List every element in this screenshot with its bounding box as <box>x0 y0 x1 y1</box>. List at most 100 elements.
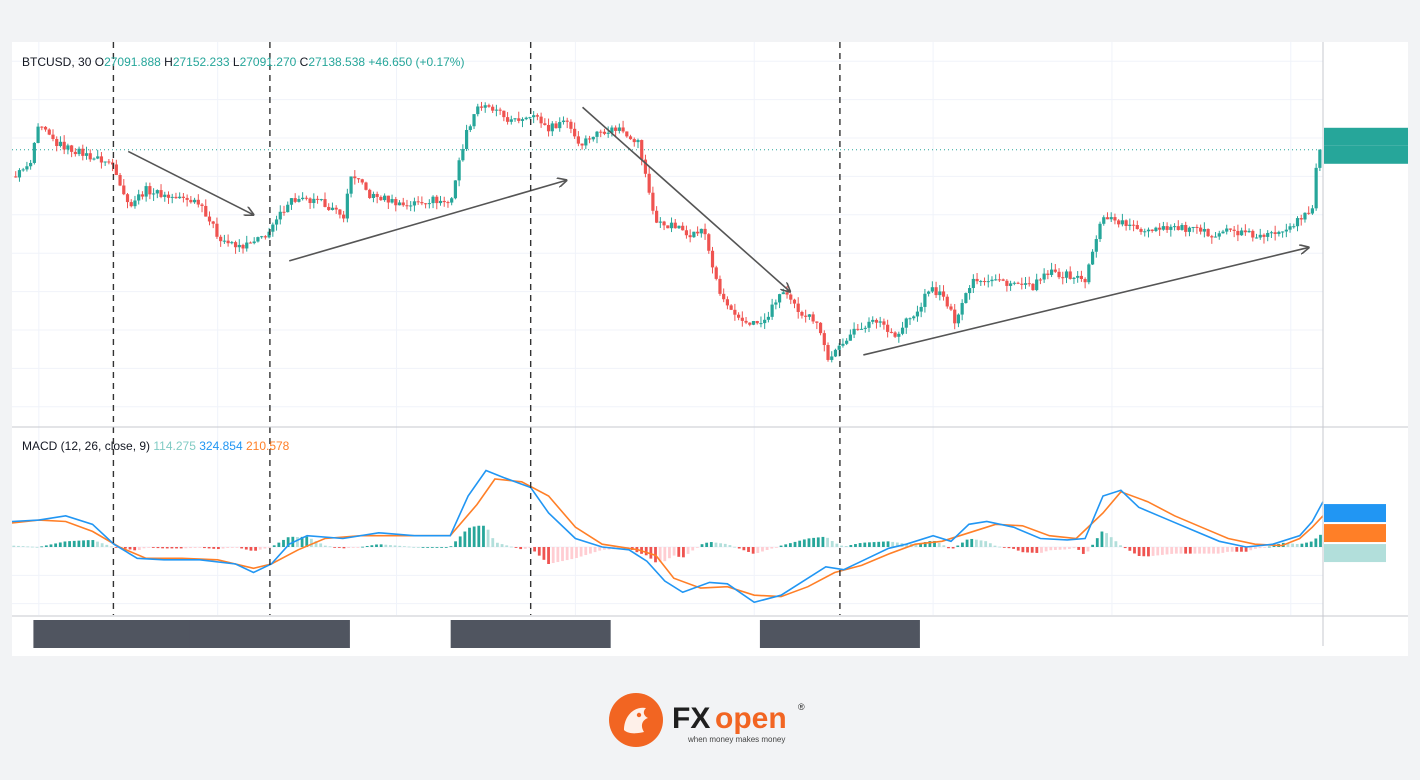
macd-histogram-bar <box>547 547 550 564</box>
macd-histogram-bar <box>30 546 34 548</box>
candle-body <box>707 234 711 251</box>
macd-histogram-bar <box>974 539 978 547</box>
ohlc-legend-part: BTCUSD <box>22 55 72 69</box>
candle-body <box>409 205 413 207</box>
candle-body <box>1180 225 1184 230</box>
candle-body <box>1046 273 1050 275</box>
candle-body <box>684 230 689 236</box>
macd-histogram-bar <box>421 547 425 548</box>
candle-body <box>1217 233 1221 237</box>
macd-histogram-bar <box>1123 547 1127 549</box>
macd-legend-part: 114.275 <box>153 439 196 453</box>
macd-histogram-bar <box>593 547 597 553</box>
candle-body <box>811 314 815 322</box>
macd-histogram-bar <box>342 547 346 549</box>
candle-body <box>1124 220 1128 226</box>
candle-body <box>1113 217 1117 221</box>
macd-histogram-bar <box>937 542 941 547</box>
macd-histogram-bar <box>123 547 127 549</box>
fxopen-logo[interactable]: FX open ® when money makes money <box>608 690 818 750</box>
candle-body <box>1228 228 1233 230</box>
macd-histogram-bar <box>1119 545 1122 547</box>
candle-body <box>807 314 811 317</box>
macd-histogram-bar <box>337 547 341 548</box>
candle-body <box>528 117 532 119</box>
candle-body <box>610 127 614 133</box>
candle-body <box>655 210 659 223</box>
macd-histogram-bar <box>216 547 220 550</box>
trading-chart[interactable]: BTCUSD, 30 O27091.888 H27152.233 L27091.… <box>11 42 1408 656</box>
macd-legend: MACD (12, 26, close, 9) 114.275 324.854 … <box>22 439 290 453</box>
candlesticks <box>14 101 1322 363</box>
candle-body <box>535 115 539 117</box>
candle-body <box>1251 230 1255 238</box>
candle-body <box>125 194 130 203</box>
macd-histogram-bar <box>203 547 206 549</box>
candle-body <box>140 194 145 197</box>
candle-body <box>1292 226 1296 228</box>
trend-arrow <box>127 150 253 214</box>
candle-body <box>1318 149 1322 168</box>
macd-histogram-bar <box>175 547 178 549</box>
candle-body <box>841 343 845 346</box>
candle-body <box>856 328 860 330</box>
macd-histogram-bar <box>1054 547 1057 550</box>
macd-histogram-bar <box>575 547 578 558</box>
macd-histogram-bar <box>1160 547 1164 555</box>
candle-body <box>949 306 953 310</box>
candle-body <box>822 333 826 346</box>
macd-histogram-bar <box>523 547 527 549</box>
macd-histogram-bar <box>398 545 402 547</box>
candle-body <box>569 121 573 129</box>
macd-histogram-bar <box>486 529 490 547</box>
macd-histogram-bar <box>463 531 467 547</box>
trend-arrow <box>289 180 566 262</box>
macd-histogram-bar <box>361 546 364 548</box>
macd-histogram-bar <box>770 547 774 549</box>
macd-histogram-bar <box>881 541 885 547</box>
candle-body <box>736 314 741 318</box>
macd-histogram-bar <box>719 543 723 547</box>
candle-body <box>99 156 104 163</box>
candle-body <box>32 142 36 163</box>
macd-histogram-bar <box>1114 541 1118 547</box>
candle-body <box>681 225 685 231</box>
macd-histogram-bar <box>193 547 197 548</box>
macd-histogram-bar <box>775 547 778 548</box>
macd-histogram-bar <box>40 546 44 548</box>
macd-histogram-bar <box>849 545 853 547</box>
candle-body <box>1303 212 1307 220</box>
macd-histogram-bar <box>1212 547 1215 554</box>
macd-histogram-bar <box>1319 534 1322 547</box>
candle-body <box>1143 231 1147 233</box>
candle-body <box>412 201 417 206</box>
macd-histogram-bar <box>268 547 271 548</box>
macd-histogram-bar <box>105 544 109 547</box>
candle-body <box>1299 218 1303 220</box>
macd-histogram-bar <box>747 547 750 552</box>
candle-body <box>62 141 66 150</box>
macd-histogram-bar <box>533 547 537 552</box>
candle-body <box>953 309 957 324</box>
candle-body <box>1288 226 1292 230</box>
candle-body <box>1061 277 1065 279</box>
candle-body <box>941 291 946 297</box>
candle-body <box>487 105 491 107</box>
candle-body <box>129 202 133 207</box>
candle-body <box>889 331 893 333</box>
macd-histogram-bar <box>691 547 695 551</box>
candle-body <box>1027 283 1031 285</box>
logo-open-text: open <box>715 702 787 735</box>
macd-histogram-bar <box>872 542 876 547</box>
macd-histogram-bar <box>505 545 509 547</box>
macd-histogram-bar <box>816 537 820 547</box>
macd-histogram-bar <box>249 547 253 551</box>
candle-body <box>1184 225 1188 232</box>
macd-histogram-bar <box>933 540 936 547</box>
price-badge <box>1324 145 1408 164</box>
macd-histogram-bar <box>426 547 430 548</box>
candle-body <box>748 322 752 325</box>
macd-histogram-bar <box>584 547 588 556</box>
candle-body <box>151 193 156 195</box>
ohlc-legend-part: 27091.888 <box>104 55 161 69</box>
